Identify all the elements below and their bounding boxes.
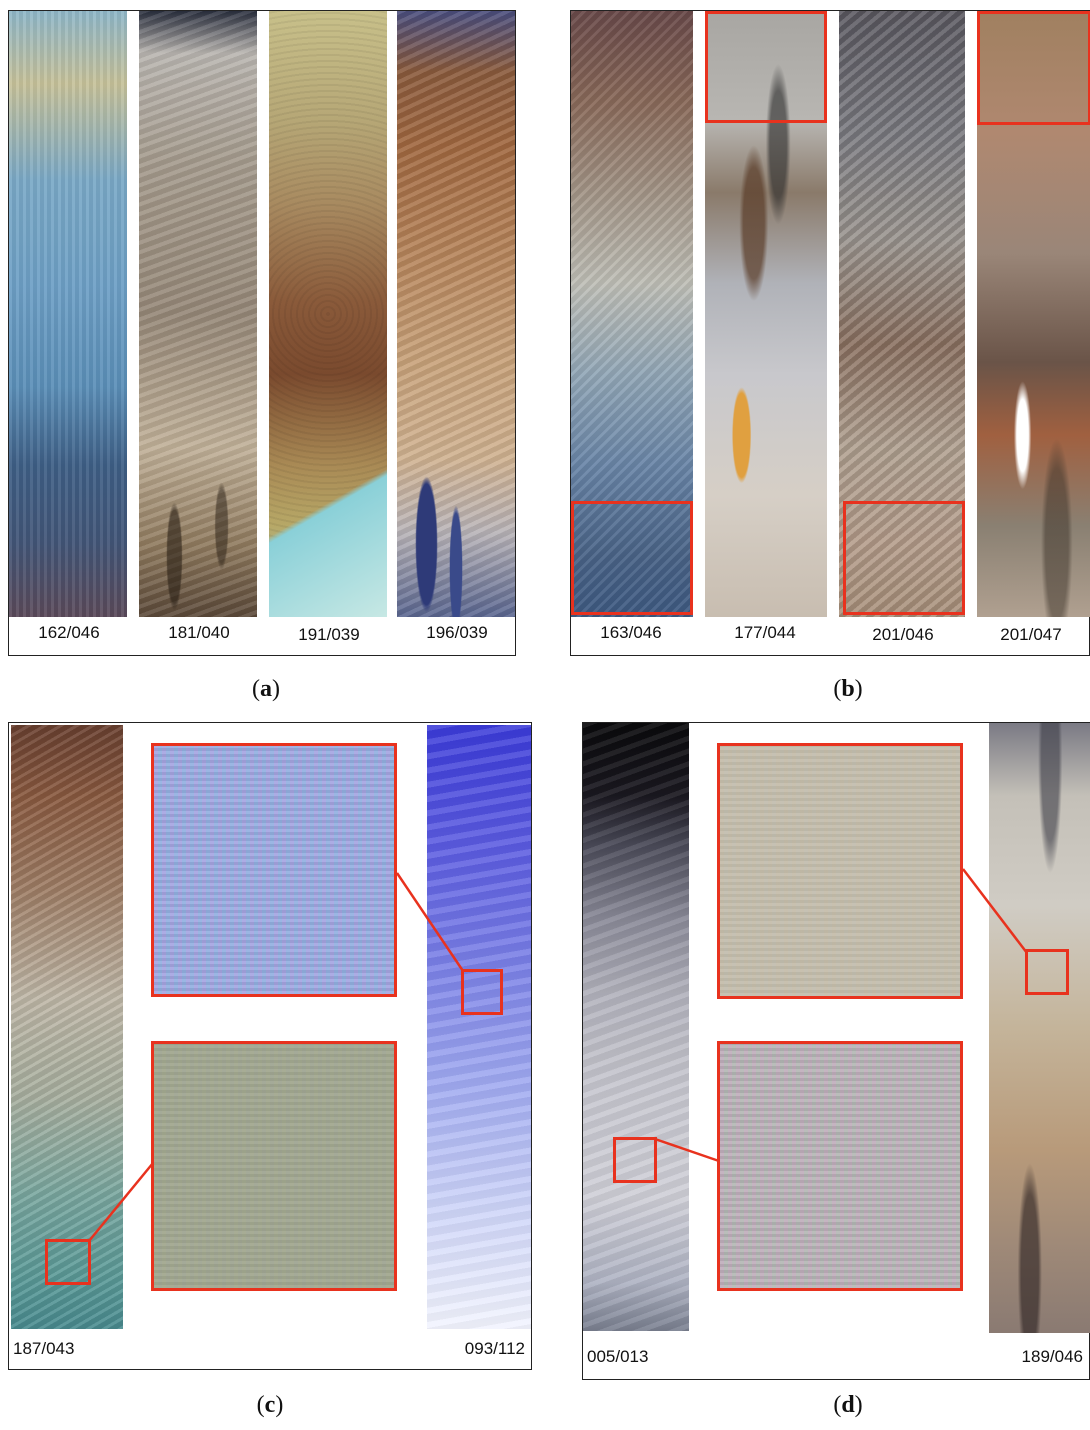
highlight-box [613,1137,657,1183]
panel-d: 005/013 189/046 [582,722,1090,1380]
panel-a: 162/046 181/040 191/039 196/039 [8,10,516,656]
image-strip-005-013 [583,723,689,1331]
panel-c: 187/043 093/112 [8,722,532,1370]
image-strip-191-039 [269,11,387,617]
strip-label: 177/044 [734,623,796,642]
highlight-box [977,11,1090,125]
panel-caption-a: (a) [252,676,280,702]
strip-label: 196/039 [426,623,488,642]
image-strip-196-039 [397,11,515,617]
panel-caption-b: (b) [833,676,863,702]
strip-label: 163/046 [600,623,662,642]
image-strip-189-046 [989,723,1090,1333]
highlight-box [843,501,965,615]
zoom-inset-blue [151,743,397,997]
strip-label: 093/112 [464,1339,525,1358]
highlight-box [571,501,693,615]
zoom-inset-grey [151,1041,397,1291]
image-strip-162-046 [9,11,127,617]
strip-label: 189/046 [1021,1347,1083,1366]
strip-label: 162/046 [38,623,100,642]
zoom-inset-beige [717,743,963,999]
strip-label: 201/047 [1000,625,1062,644]
highlight-box [1025,949,1069,995]
panel-b: 163/046 177/044 201/046 201/047 [570,10,1090,656]
panel-caption-d: (d) [833,1392,863,1418]
highlight-box [705,11,827,123]
strip-label: 187/043 [13,1339,75,1358]
image-strip-163-046 [571,11,693,617]
highlight-box [461,969,503,1015]
strip-label: 181/040 [168,623,230,642]
strip-label: 005/013 [587,1347,649,1366]
image-strip-177-044 [705,11,827,617]
image-strip-181-040 [139,11,257,617]
zoom-inset-noisy [717,1041,963,1291]
image-strip-093-112 [427,725,531,1329]
panel-caption-c: (c) [256,1392,284,1418]
strip-label: 191/039 [298,625,360,644]
image-strip-201-047 [977,11,1090,617]
strip-label: 201/046 [872,625,934,644]
highlight-box [45,1239,91,1285]
image-strip-201-046 [839,11,965,617]
